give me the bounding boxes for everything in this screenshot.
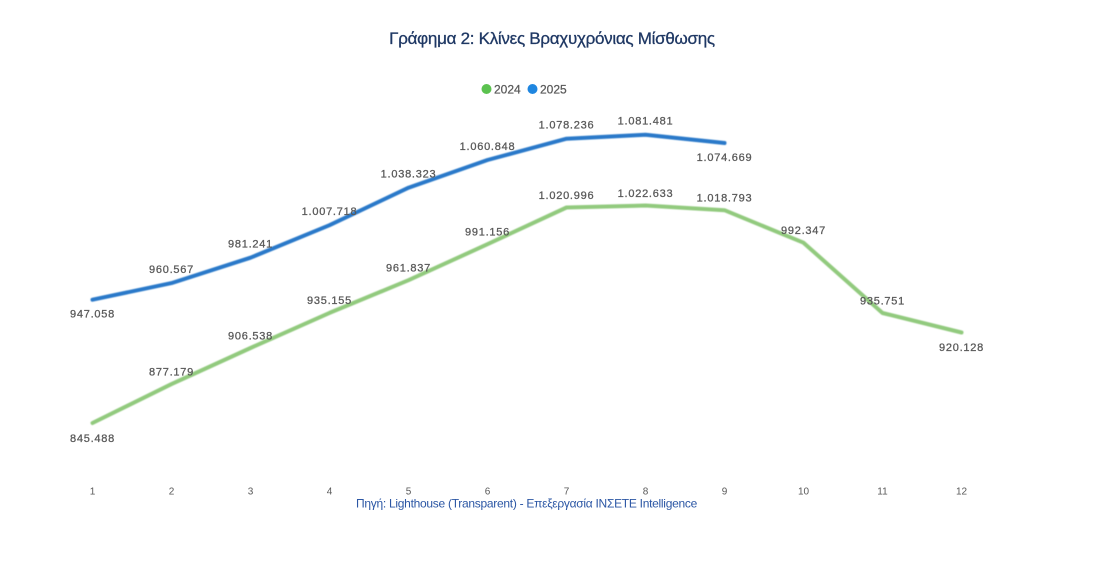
svg-text:12: 12 <box>956 487 968 498</box>
svg-text:961.837: 961.837 <box>386 263 431 275</box>
svg-text:947.058: 947.058 <box>70 308 115 320</box>
svg-text:877.179: 877.179 <box>149 366 194 378</box>
svg-text:10: 10 <box>798 487 810 498</box>
svg-text:845.488: 845.488 <box>70 433 115 445</box>
svg-text:2024: 2024 <box>494 82 521 96</box>
svg-text:960.567: 960.567 <box>149 264 194 276</box>
svg-text:11: 11 <box>877 487 888 498</box>
svg-text:1.020.996: 1.020.996 <box>539 190 595 202</box>
svg-text:Γράφημα 2: Κλίνες Βραχυχρόνιας: Γράφημα 2: Κλίνες Βραχυχρόνιας Μίσθωσης <box>389 29 715 48</box>
svg-text:8: 8 <box>643 487 649 498</box>
svg-text:Πηγή: Lighthouse (Transparent): Πηγή: Lighthouse (Transparent) - Επεξεργ… <box>356 497 698 511</box>
svg-text:1.007.718: 1.007.718 <box>302 206 358 218</box>
svg-text:6: 6 <box>485 487 491 498</box>
svg-text:9: 9 <box>722 487 728 498</box>
svg-text:1: 1 <box>90 487 96 498</box>
svg-text:935.155: 935.155 <box>307 295 352 307</box>
svg-text:906.538: 906.538 <box>228 330 273 342</box>
svg-text:5: 5 <box>406 487 412 498</box>
svg-text:1.081.481: 1.081.481 <box>618 116 674 128</box>
svg-text:1.038.323: 1.038.323 <box>381 169 437 181</box>
svg-text:991.156: 991.156 <box>465 227 510 239</box>
svg-text:1.022.633: 1.022.633 <box>618 188 674 200</box>
svg-text:3: 3 <box>248 487 254 498</box>
svg-text:935.751: 935.751 <box>860 295 905 307</box>
svg-text:1.018.793: 1.018.793 <box>697 193 753 205</box>
svg-text:1.078.236: 1.078.236 <box>539 120 595 132</box>
svg-text:920.128: 920.128 <box>939 342 984 354</box>
svg-text:1.060.848: 1.060.848 <box>460 141 516 153</box>
svg-text:992.347: 992.347 <box>781 225 826 237</box>
svg-text:2025: 2025 <box>540 82 567 96</box>
svg-text:7: 7 <box>564 487 570 498</box>
svg-text:4: 4 <box>327 487 333 498</box>
svg-text:2: 2 <box>169 487 175 498</box>
svg-text:1.074.669: 1.074.669 <box>697 152 753 164</box>
svg-text:981.241: 981.241 <box>228 239 273 251</box>
